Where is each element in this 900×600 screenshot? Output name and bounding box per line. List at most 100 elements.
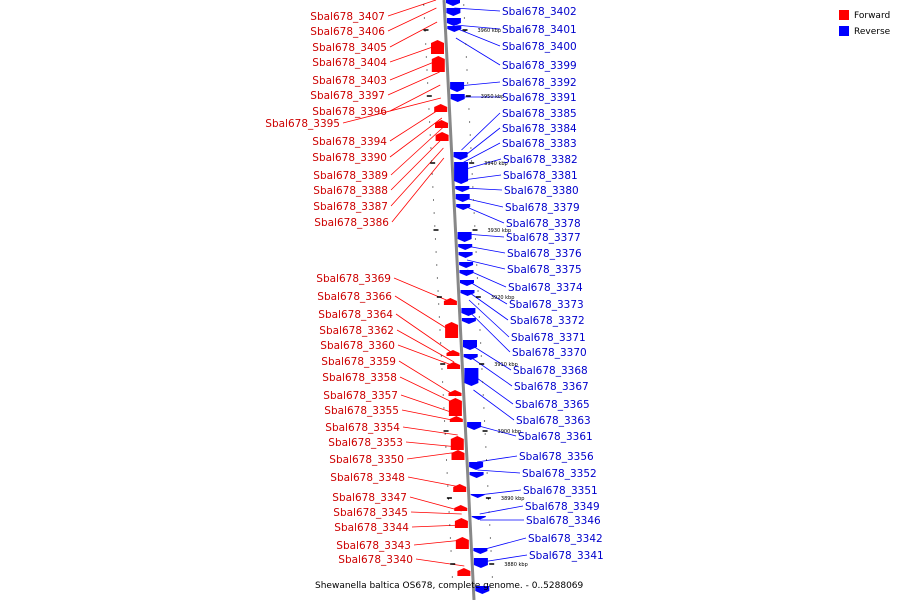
reverse-gene-label: Sbal678_3375 [507,264,582,276]
forward-gene-label: Sbal678_3354 [325,422,400,434]
scale-ticks: 3960 kbp 3950 kbp 3940 kbp 3930 kbp 3920 kbp… [423,4,528,578]
forward-gene-label: Sbal678_3406 [310,26,385,38]
forward-gene-arrow [454,518,468,528]
forward-gene-arrow [449,416,463,422]
reverse-leader-line [463,197,504,208]
reverse-gene-arrow [446,8,461,16]
forward-gene-label: Sbal678_3358 [322,372,397,384]
reverse-gene-label: Sbal678_3349 [525,501,600,513]
reverse-gene-label: Sbal678_3363 [516,415,591,427]
forward-leader-line [409,496,462,512]
reverse-gene-arrow [450,94,465,102]
reverse-gene-arrow [455,194,470,202]
forward-gene-label: Sbal678_3357 [323,390,398,402]
kbp-label: 3920 kbp [491,295,515,301]
forward-leader-line [342,97,441,124]
legend-forward-swatch [839,10,849,20]
reverse-gene-arrow [458,244,473,250]
map-caption: Shewanella baltica OS678, complete genom… [315,581,584,591]
forward-leader-line [405,441,459,448]
forward-gene-label: Sbal678_3396 [312,106,387,118]
reverse-gene-arrow [463,340,477,350]
reverse-leader-line [478,489,522,496]
forward-leader-line [399,376,457,405]
reverse-gene-arrow [446,0,460,6]
forward-gene-label: Sbal678_3394 [312,136,387,148]
reverse-gene-arrow [461,308,476,316]
reverse-gene-arrow [470,494,485,498]
kbp-label: 3890 kbp [501,496,525,502]
forward-gene-label: Sbal678_3390 [312,152,387,164]
reverse-gene-label: Sbal678_3391 [502,92,577,104]
reverse-leader-line [464,205,505,224]
forward-gene-label: Sbal678_3389 [313,170,388,182]
reverse-gene-label: Sbal678_3373 [509,299,584,311]
forward-leader-line [395,313,454,355]
reverse-leader-line [475,424,517,437]
reverse-gene-label: Sbal678_3379 [505,202,580,214]
forward-gene-arrow [447,362,461,369]
kbp-label: 3930 kbp [488,228,512,234]
legend-forward-label: Forward [854,11,890,21]
reverse-gene-label: Sbal678_3342 [528,533,603,545]
reverse-gene-arrow [457,232,472,242]
reverse-leader-line [468,291,509,321]
reverse-gene-arrow [473,558,488,568]
reverse-leader-line [455,37,501,66]
reverse-gene-label: Sbal678_3371 [511,332,586,344]
genome-backbone [442,0,476,600]
forward-leader-line [411,524,463,528]
reverse-leader-line [479,505,524,515]
reverse-leader-line [481,537,527,551]
kbp-label: 3910 kbp [494,362,518,368]
forward-gene-arrow [435,120,448,128]
reverse-gene-arrow [469,462,484,470]
reverse-leader-line [468,299,510,338]
reverse-gene-arrow [460,290,475,296]
reverse-gene-arrow [460,280,474,286]
forward-gene-label: Sbal678_3386 [314,217,389,229]
forward-gene-label: Sbal678_3387 [313,201,388,213]
forward-leader-line [387,71,440,96]
forward-gene-label: Sbal678_3353 [328,437,403,449]
reverse-leader-line [455,27,501,47]
forward-gene-label: Sbal678_3362 [319,325,394,337]
forward-gene-label: Sbal678_3397 [310,90,385,102]
forward-leader-line [389,59,440,81]
reverse-gene-arrow [446,18,461,26]
forward-leader-line [387,0,437,17]
forward-gene-label: Sbal678_3344 [334,522,409,534]
forward-gene-label: Sbal678_3347 [332,492,407,504]
forward-gene-arrow [446,350,460,356]
reverse-gene-label: Sbal678_3377 [506,232,581,244]
kbp-label: 3900 kbp [498,429,522,435]
reverse-gene-arrow [456,204,471,210]
forward-gene-label: Sbal678_3395 [265,118,340,130]
forward-leader-line [390,127,443,176]
reverse-leader-line [458,81,501,87]
reverse-gene-label: Sbal678_3368 [513,365,588,377]
forward-gene-arrow [454,505,468,511]
forward-gene-arrow [450,436,464,450]
reverse-leader-line [465,233,505,238]
reverse-gene-arrow [464,368,479,386]
forward-gene-arrow [431,56,445,72]
reverse-leader-line [477,469,521,474]
reverse-leader-line [477,455,518,463]
forward-leader-line [389,117,443,158]
reverse-gene-label: Sbal678_3384 [502,123,577,135]
reverse-gene-label: Sbal678_3351 [523,485,598,497]
kbp-label: 3950 kbp [481,94,505,100]
reverse-gene-arrow [467,422,482,430]
forward-leader-line [415,558,465,567]
reverse-gene-label: Sbal678_3385 [502,108,577,120]
reverse-gene-arrow [475,586,490,594]
forward-leader-line [402,426,458,436]
forward-gene-label: Sbal678_3407 [310,11,385,23]
forward-gene-label: Sbal678_3355 [324,405,399,417]
reverse-leader-line [466,245,506,254]
forward-gene-label: Sbal678_3403 [312,75,387,87]
reverse-gene-label: Sbal678_3361 [518,431,593,443]
reverse-leader-line [471,344,512,371]
reverse-leader-line [454,7,501,12]
